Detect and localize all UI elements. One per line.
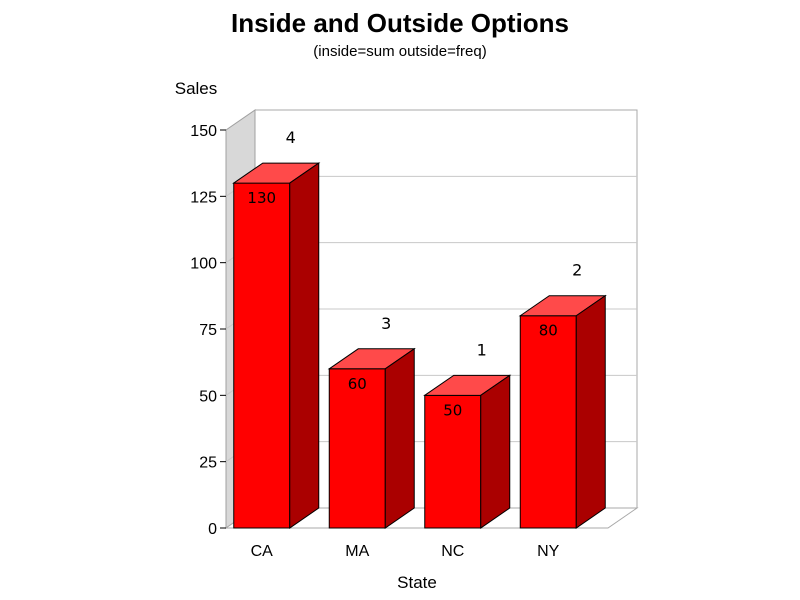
y-tick-label: 75 — [199, 322, 217, 339]
bar-outside-label: 4 — [286, 128, 296, 147]
bar-ca — [233, 182, 291, 529]
bar-ny — [519, 315, 577, 529]
y-tick-label: 25 — [199, 455, 217, 472]
x-axis-ticks: CA MA NC NY — [251, 543, 560, 560]
y-tick-label: 0 — [208, 521, 217, 538]
x-tick-label: CA — [251, 543, 274, 560]
bar-side-ma — [384, 347, 415, 529]
x-axis-label: State — [397, 573, 437, 592]
bar-inside-label: 50 — [443, 401, 462, 419]
x-tick-label: NC — [441, 543, 464, 560]
y-tick-label: 150 — [190, 123, 217, 140]
y-axis-ticks: 0 25 50 75 100 125 150 — [190, 123, 226, 538]
bar-nc — [424, 394, 482, 529]
bar-side-ny — [575, 294, 606, 529]
bar-outside-label: 2 — [572, 261, 582, 280]
bar-inside-label: 80 — [539, 322, 558, 340]
bar-side-nc — [480, 374, 511, 529]
y-tick-label: 125 — [190, 189, 217, 206]
bars: 130 4 60 3 50 1 80 2 — [232, 128, 607, 529]
bar-inside-label: 60 — [348, 375, 367, 393]
bar-outside-label: 1 — [477, 340, 487, 359]
chart-title: Inside and Outside Options — [231, 8, 569, 38]
y-tick-label: 100 — [190, 256, 217, 273]
x-tick-label: MA — [345, 543, 369, 560]
bar-outside-label: 3 — [381, 314, 391, 333]
chart-subtitle: (inside=sum outside=freq) — [313, 43, 486, 60]
bar-inside-label: 130 — [247, 189, 276, 207]
y-tick-label: 50 — [199, 388, 217, 405]
bar-side-ca — [289, 162, 320, 529]
x-tick-label: NY — [537, 543, 560, 560]
y-axis-label: Sales — [175, 79, 218, 98]
